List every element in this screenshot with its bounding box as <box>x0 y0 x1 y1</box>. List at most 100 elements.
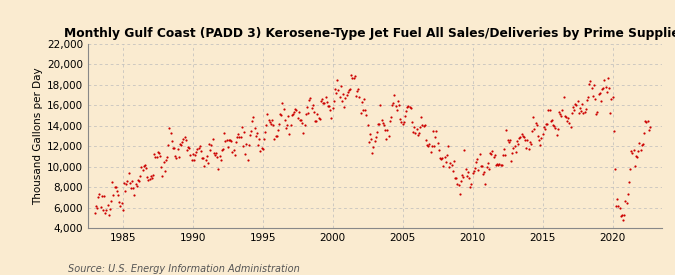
Point <box>217 148 227 152</box>
Point <box>239 130 250 134</box>
Point <box>418 123 429 128</box>
Point <box>244 133 255 138</box>
Point <box>156 164 167 169</box>
Point <box>223 138 234 142</box>
Point <box>126 186 136 190</box>
Point <box>531 123 542 127</box>
Point <box>400 114 410 119</box>
Point <box>101 208 112 212</box>
Point <box>94 192 105 196</box>
Point <box>485 151 495 155</box>
Point <box>628 147 639 152</box>
Point <box>374 122 385 126</box>
Point <box>461 174 472 178</box>
Point <box>170 153 181 158</box>
Point <box>326 116 337 120</box>
Point <box>273 127 284 132</box>
Point <box>353 87 364 92</box>
Point <box>161 158 171 162</box>
Point <box>547 123 558 128</box>
Point <box>520 138 531 142</box>
Point <box>261 123 271 127</box>
Point <box>626 149 637 154</box>
Point <box>516 132 527 136</box>
Point <box>187 152 198 156</box>
Point <box>452 182 463 187</box>
Point <box>356 100 367 104</box>
Point <box>249 126 260 130</box>
Point <box>642 119 653 123</box>
Point <box>375 103 386 107</box>
Point <box>277 100 288 105</box>
Point <box>368 144 379 149</box>
Point <box>290 107 301 111</box>
Point <box>157 174 168 178</box>
Point <box>102 203 113 207</box>
Point <box>124 181 135 185</box>
Title: Monthly Gulf Coast (PADD 3) Kerosene-Type Jet Fuel All Sales/Deliveries by Prime: Monthly Gulf Coast (PADD 3) Kerosene-Typ… <box>63 27 675 40</box>
Point <box>640 119 651 123</box>
Point <box>411 127 422 131</box>
Point <box>230 140 241 144</box>
Point <box>146 175 157 180</box>
Point <box>487 148 497 153</box>
Point <box>441 153 452 158</box>
Point <box>232 134 242 139</box>
Point <box>138 164 149 168</box>
Point <box>549 124 560 128</box>
Point <box>95 205 106 209</box>
Point <box>627 150 638 155</box>
Point <box>619 213 630 218</box>
Point <box>263 118 274 122</box>
Point <box>103 212 114 217</box>
Point <box>171 156 182 160</box>
Point <box>184 146 194 150</box>
Point <box>593 92 604 97</box>
Point <box>324 104 335 108</box>
Point <box>495 163 506 167</box>
Point <box>572 99 583 103</box>
Point <box>544 108 555 112</box>
Point <box>574 106 585 110</box>
Point <box>317 97 327 101</box>
Point <box>541 122 551 126</box>
Point <box>409 125 420 129</box>
Point <box>305 96 316 100</box>
Point <box>117 208 128 212</box>
Point <box>128 186 138 190</box>
Point <box>364 132 375 136</box>
Point <box>130 181 141 186</box>
Point <box>645 125 655 129</box>
Point <box>380 127 391 132</box>
Point <box>433 147 444 152</box>
Point <box>587 94 598 99</box>
Point <box>437 156 448 160</box>
Point <box>158 160 169 164</box>
Point <box>534 138 545 142</box>
Point <box>616 213 626 218</box>
Point <box>539 125 549 129</box>
Point <box>270 134 281 139</box>
Point <box>599 78 610 82</box>
Point <box>278 107 289 111</box>
Point <box>327 105 338 110</box>
Point <box>539 127 550 131</box>
Point <box>199 164 210 169</box>
Point <box>499 147 510 151</box>
Point <box>111 189 122 193</box>
Point <box>143 178 154 182</box>
Point <box>119 181 130 185</box>
Point <box>313 115 324 120</box>
Point <box>382 128 393 133</box>
Point <box>483 167 494 172</box>
Point <box>578 111 589 115</box>
Point <box>93 195 104 200</box>
Point <box>632 155 643 160</box>
Point <box>616 212 627 217</box>
Point <box>473 168 484 172</box>
Point <box>585 79 596 83</box>
Point <box>234 135 245 140</box>
Point <box>443 144 454 149</box>
Point <box>140 163 151 167</box>
Point <box>371 135 381 139</box>
